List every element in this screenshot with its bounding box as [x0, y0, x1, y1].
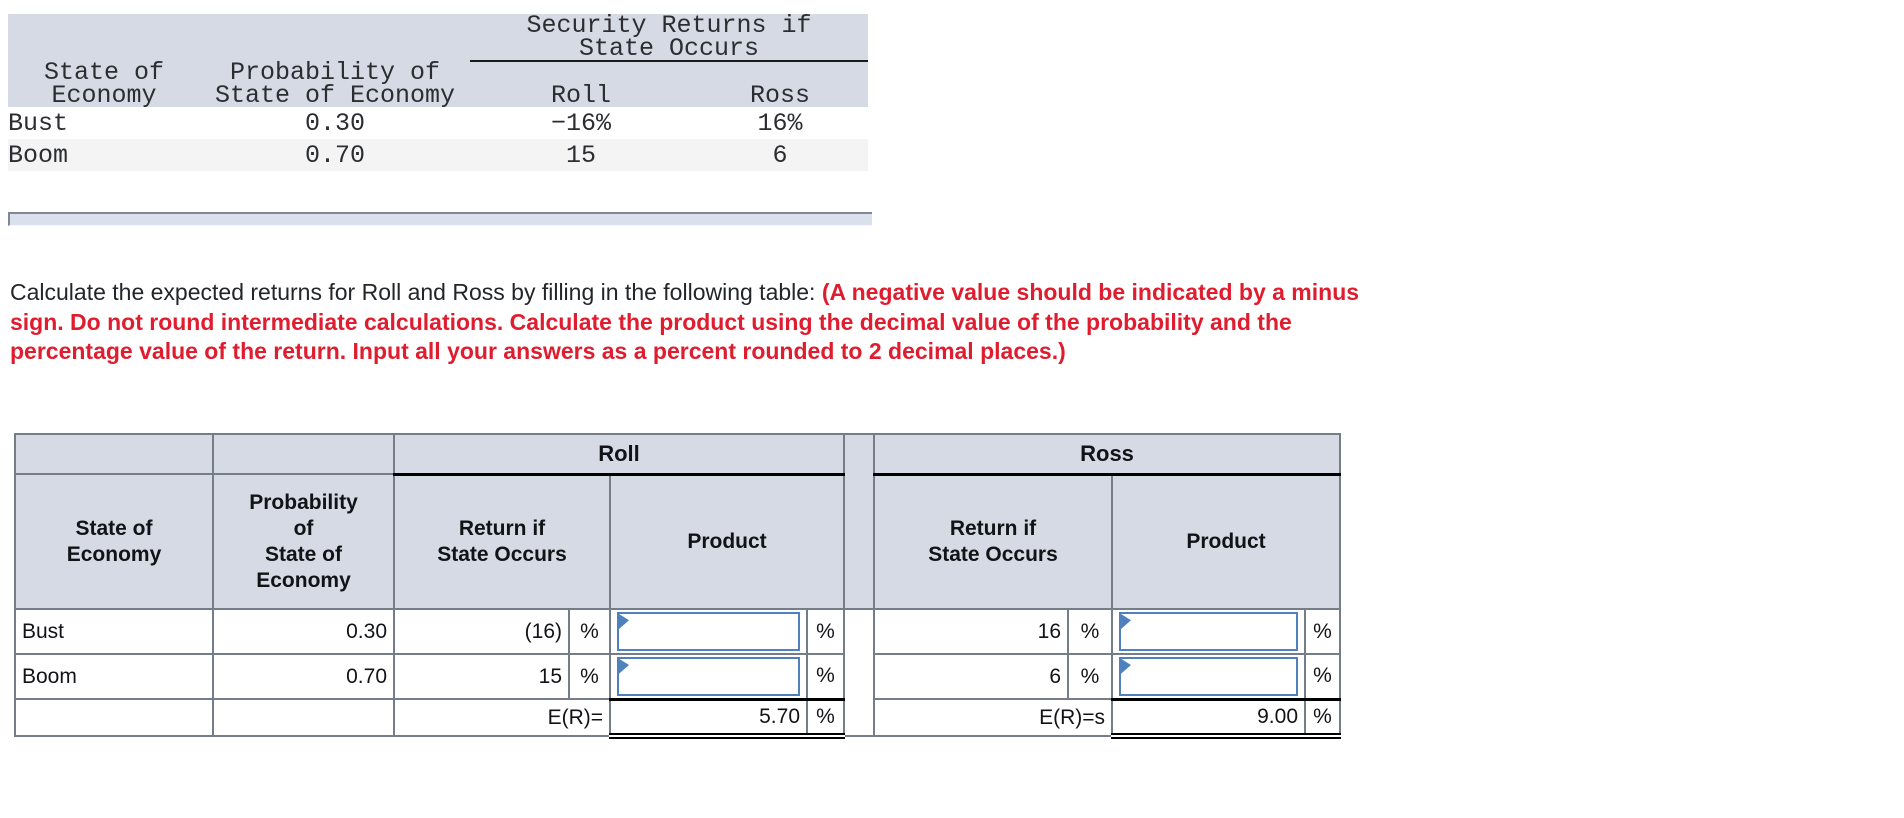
- ross-product-cell-boom: [1111, 653, 1306, 700]
- roll-product-cell-bust: [609, 608, 808, 655]
- expected-return-value-roll: 5.70: [609, 697, 808, 739]
- column-header-roll-return: Return if State Occurs: [393, 473, 611, 610]
- expected-return-label-ross: E(R)=s: [873, 698, 1113, 737]
- instruction-red-line2: sign. Do not round intermediate calculat…: [10, 308, 1292, 335]
- spacer-cell: [8, 14, 470, 61]
- instruction-red-line3: percentage value of the return. Input al…: [10, 338, 1066, 364]
- percent-sign: %: [1303, 608, 1342, 655]
- expected-return-row: E(R)= 5.70 % E(R)=s 9.00 %: [14, 697, 1342, 739]
- table-row-bust: Bust 0.30 −16% 16%: [8, 107, 868, 139]
- input-ross-product-bust[interactable]: [1121, 614, 1296, 649]
- roll-product-cell-boom: [609, 653, 808, 700]
- spacer-cell: [14, 433, 214, 475]
- state-label: Boom: [8, 139, 200, 171]
- column-header-ross-return: Return if State Occurs: [873, 473, 1113, 610]
- column-header-probability: Probability of State of Economy: [214, 58, 456, 110]
- answer-row-bust: Bust 0.30 (16) % % 16 % %: [14, 608, 1342, 737]
- instruction-text: Calculate the expected returns for Roll …: [10, 278, 1580, 367]
- group-header-roll: Roll: [393, 433, 845, 476]
- spacer-cell: [212, 433, 395, 475]
- roll-return-value: 15: [470, 139, 692, 171]
- separator-column: [843, 608, 875, 737]
- state-label: Bust: [14, 608, 214, 655]
- percent-sign: %: [568, 608, 611, 655]
- group-header-line2: State Occurs: [578, 34, 760, 63]
- state-label: Bust: [8, 108, 69, 138]
- empty-cell: [14, 698, 214, 737]
- input-roll-product-bust[interactable]: [619, 614, 798, 649]
- percent-sign: %: [806, 697, 845, 739]
- percent-sign: %: [1067, 608, 1113, 655]
- group-header-ross: Ross: [872, 433, 1342, 476]
- instruction-black-text: Calculate the expected returns for Roll …: [10, 279, 822, 305]
- input-roll-product-boom[interactable]: [619, 658, 798, 694]
- group-header-security-returns: Security Returns if State Occurs: [470, 11, 869, 63]
- column-header-ross-product: Product: [1110, 473, 1342, 610]
- table-row-boom: Boom 0.70 15 6: [8, 139, 869, 171]
- security-returns-table: Security Returns if State Occurs State o…: [8, 11, 869, 171]
- horizontal-scrollbar[interactable]: [8, 212, 872, 226]
- instruction-red-line1: (A negative value should be indicated by…: [821, 279, 1360, 305]
- probability-value: 0.30: [212, 608, 395, 655]
- percent-sign: %: [568, 653, 611, 700]
- expected-return-label-roll: E(R)=: [393, 698, 611, 737]
- expected-return-answer-table: Roll Ross State of Economy Probability o…: [14, 433, 1342, 739]
- ross-return-value: 6: [873, 653, 1069, 700]
- roll-return-value: (16): [393, 608, 570, 655]
- column-header-state-of-economy: State of Economy: [14, 473, 214, 610]
- separator-column: [843, 433, 875, 610]
- state-label: Boom: [14, 653, 214, 700]
- column-header-state-of-economy: State of Economy: [43, 58, 165, 110]
- percent-sign: %: [1067, 653, 1113, 700]
- percent-sign: %: [1303, 697, 1342, 739]
- probability-value: 0.30: [304, 108, 365, 138]
- probability-value: 0.70: [212, 653, 395, 700]
- column-header-ross: Ross: [750, 81, 811, 110]
- column-header-roll: Roll: [550, 81, 611, 110]
- probability-value: 0.70: [200, 139, 470, 171]
- roll-return-value: 15: [393, 653, 570, 700]
- ross-return-value: 6: [692, 139, 869, 171]
- percent-sign: %: [1303, 653, 1342, 700]
- answer-row-boom: Boom 0.70 15 % % 6 % %: [14, 653, 1342, 700]
- empty-cell: [212, 698, 395, 737]
- percent-sign: %: [806, 608, 845, 655]
- expected-return-value-ross: 9.00: [1111, 697, 1306, 739]
- input-ross-product-boom[interactable]: [1121, 658, 1296, 694]
- ross-return-value: 16: [873, 608, 1069, 655]
- column-header-roll-product: Product: [609, 473, 845, 610]
- ross-return-value: 16%: [757, 108, 803, 138]
- ross-product-cell-bust: [1111, 608, 1306, 655]
- group-header-line1: Security Returns if: [526, 11, 812, 40]
- column-header-probability: Probability of State of Economy: [212, 473, 395, 610]
- percent-sign: %: [806, 653, 845, 700]
- roll-return-value: −16%: [550, 108, 611, 138]
